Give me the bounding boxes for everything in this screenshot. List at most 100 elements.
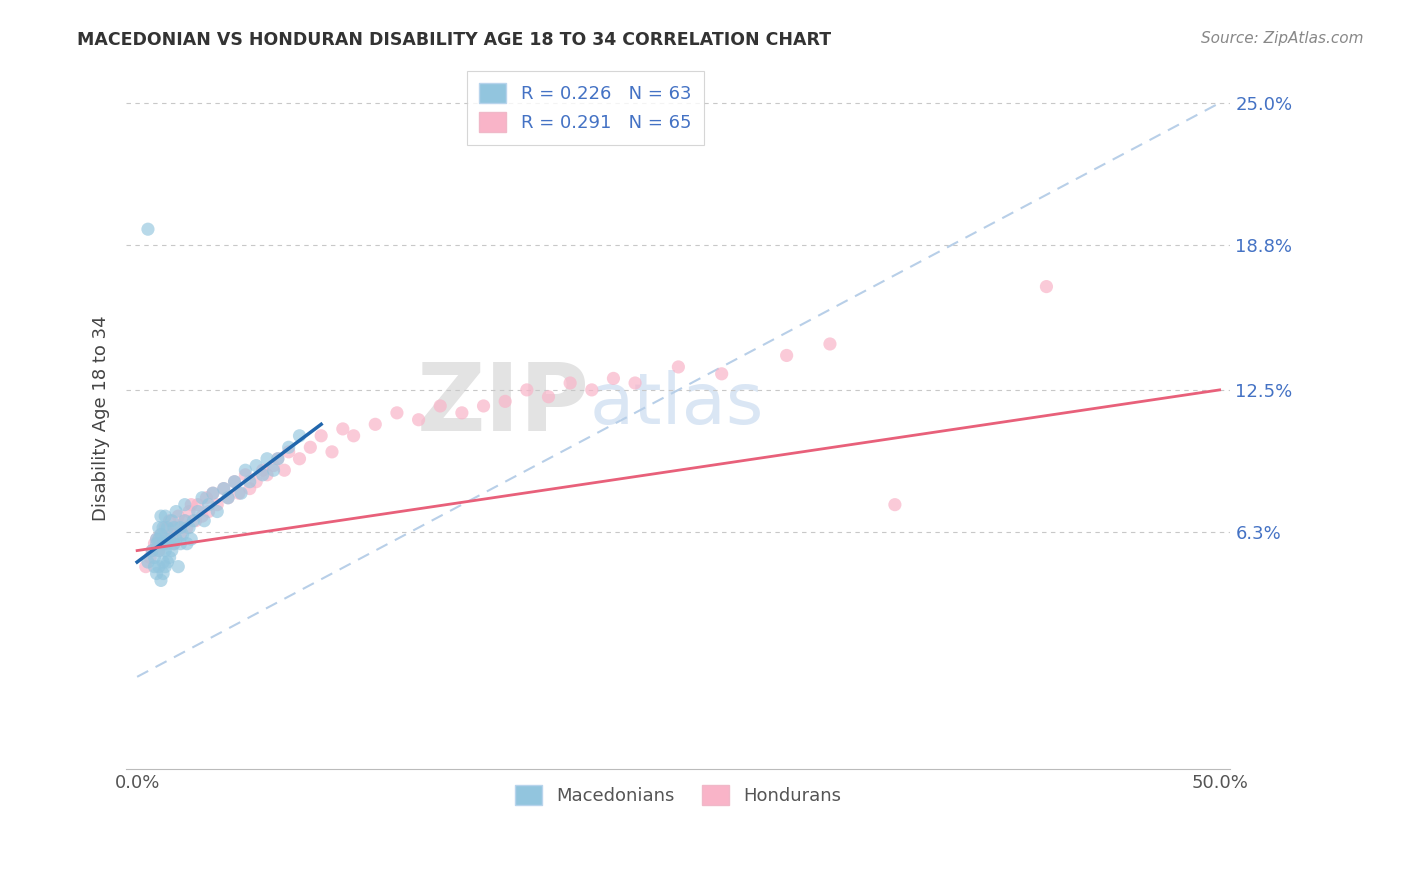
Point: [343, 429, 366, 443]
Point: [149, 509, 172, 524]
Point: [263, 458, 285, 473]
Point: [165, 520, 187, 534]
Text: ZIP: ZIP: [418, 359, 591, 450]
Point: [277, 445, 299, 459]
Point: [169, 527, 191, 541]
Point: [235, 467, 257, 482]
Point: [429, 399, 451, 413]
Point: [581, 383, 603, 397]
Point: [152, 566, 174, 581]
Point: [148, 559, 170, 574]
Point: [197, 504, 219, 518]
Text: Source: ZipAtlas.com: Source: ZipAtlas.com: [1201, 31, 1364, 46]
Point: [152, 537, 174, 551]
Point: [141, 543, 163, 558]
Point: [624, 376, 647, 390]
Point: [228, 486, 250, 500]
Point: [159, 550, 181, 565]
Point: [160, 527, 183, 541]
Point: [193, 514, 215, 528]
Point: [136, 555, 159, 569]
Point: [201, 486, 224, 500]
Point: [288, 429, 311, 443]
Y-axis label: Disability Age 18 to 34: Disability Age 18 to 34: [93, 316, 110, 522]
Point: [277, 440, 299, 454]
Point: [212, 482, 235, 496]
Point: [245, 458, 267, 473]
Point: [217, 491, 239, 505]
Point: [148, 543, 170, 558]
Point: [148, 520, 170, 534]
Point: [602, 371, 624, 385]
Point: [309, 429, 332, 443]
Point: [167, 559, 190, 574]
Point: [139, 550, 162, 565]
Point: [169, 537, 191, 551]
Point: [666, 359, 689, 374]
Legend: Macedonians, Hondurans: Macedonians, Hondurans: [505, 774, 852, 815]
Point: [235, 463, 257, 477]
Point: [239, 475, 262, 489]
Point: [207, 498, 229, 512]
Point: [177, 520, 200, 534]
Point: [187, 504, 209, 518]
Point: [191, 509, 214, 524]
Point: [136, 222, 159, 236]
Point: [173, 514, 195, 528]
Point: [145, 566, 167, 581]
Point: [252, 463, 274, 477]
Point: [180, 532, 202, 546]
Point: [143, 537, 166, 551]
Point: [152, 520, 174, 534]
Point: [288, 451, 311, 466]
Point: [710, 367, 733, 381]
Point: [155, 559, 177, 574]
Point: [408, 413, 430, 427]
Point: [176, 520, 198, 534]
Point: [516, 383, 538, 397]
Text: MACEDONIAN VS HONDURAN DISABILITY AGE 18 TO 34 CORRELATION CHART: MACEDONIAN VS HONDURAN DISABILITY AGE 18…: [77, 31, 831, 49]
Point: [560, 376, 582, 390]
Point: [152, 537, 174, 551]
Point: [256, 467, 278, 482]
Point: [299, 440, 322, 454]
Point: [149, 527, 172, 541]
Point: [775, 348, 797, 362]
Point: [165, 532, 187, 546]
Point: [239, 482, 262, 496]
Point: [256, 451, 278, 466]
Point: [207, 504, 229, 518]
Point: [273, 463, 295, 477]
Point: [156, 537, 179, 551]
Point: [267, 451, 290, 466]
Point: [145, 532, 167, 546]
Point: [494, 394, 516, 409]
Point: [224, 475, 246, 489]
Point: [145, 537, 167, 551]
Point: [217, 491, 239, 505]
Point: [148, 543, 170, 558]
Point: [143, 559, 166, 574]
Point: [883, 498, 905, 512]
Point: [252, 467, 274, 482]
Point: [263, 463, 285, 477]
Point: [1035, 279, 1057, 293]
Point: [472, 399, 495, 413]
Point: [180, 498, 202, 512]
Point: [143, 550, 166, 565]
Point: [155, 520, 177, 534]
Point: [156, 520, 179, 534]
Point: [155, 509, 177, 524]
Point: [224, 475, 246, 489]
Point: [364, 417, 387, 432]
Point: [160, 543, 183, 558]
Point: [145, 532, 167, 546]
Point: [155, 532, 177, 546]
Point: [163, 537, 186, 551]
Point: [187, 498, 209, 512]
Point: [197, 498, 219, 512]
Point: [169, 520, 191, 534]
Point: [173, 498, 195, 512]
Point: [152, 555, 174, 569]
Point: [173, 514, 195, 528]
